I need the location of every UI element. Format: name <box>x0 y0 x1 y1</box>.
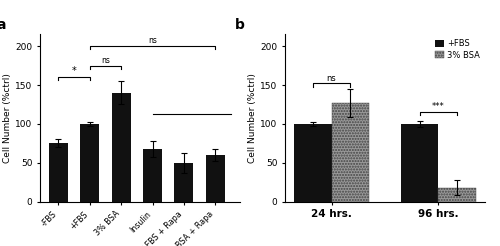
Bar <box>143 149 162 202</box>
Bar <box>332 103 369 202</box>
Y-axis label: Cell Number (%ctrl): Cell Number (%ctrl) <box>248 73 258 163</box>
Bar <box>174 163 194 202</box>
Bar <box>294 124 332 202</box>
Text: ns: ns <box>148 36 157 45</box>
Text: a: a <box>0 18 6 32</box>
Bar <box>401 124 438 202</box>
Text: *: * <box>72 66 76 77</box>
Bar <box>80 124 99 202</box>
Text: ns: ns <box>326 74 336 83</box>
Text: ***: *** <box>432 103 445 111</box>
Text: ns: ns <box>101 56 110 65</box>
Bar <box>438 188 476 202</box>
Bar <box>112 93 130 202</box>
Y-axis label: Cell Number (%ctrl): Cell Number (%ctrl) <box>4 73 13 163</box>
Bar <box>49 143 68 202</box>
Legend: +FBS, 3% BSA: +FBS, 3% BSA <box>434 39 481 60</box>
Bar <box>206 155 225 202</box>
Text: b: b <box>235 18 245 32</box>
